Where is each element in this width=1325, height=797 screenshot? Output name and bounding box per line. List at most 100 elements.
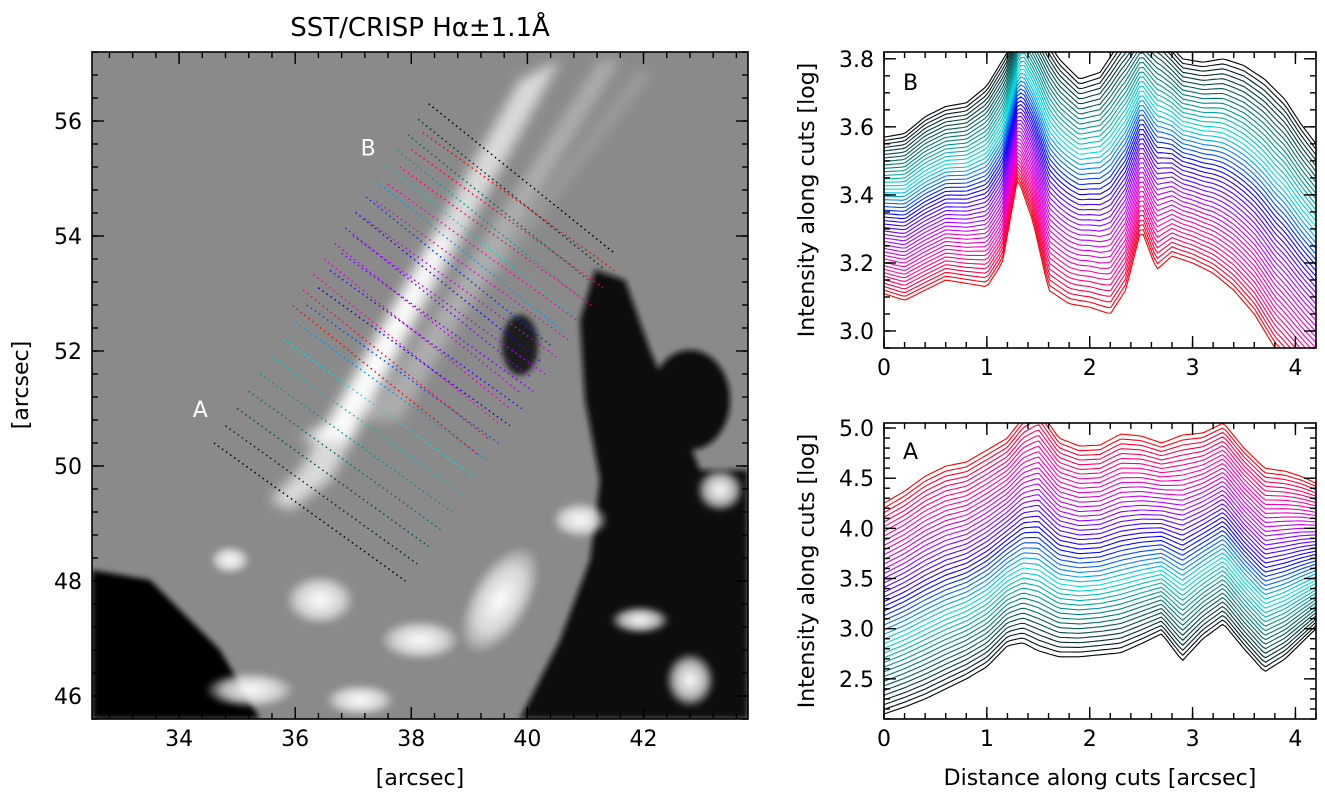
panel-A-axes: 0 1 2 3 4 2.5 3.0 3.5 4.0 4.5 5.0 [839, 417, 1317, 752]
x-tick-label: 36 [281, 727, 309, 752]
profile-line [884, 84, 1316, 250]
profile-line [884, 165, 1297, 348]
profile-line [884, 547, 1316, 635]
profile-line [884, 137, 1316, 327]
panel-B-y-label: Intensity along cuts [log] [795, 63, 820, 338]
panel-A-x-label: Distance along cuts [arcsec] [944, 766, 1257, 791]
profile-line [884, 80, 1316, 244]
y-tick-label: 54 [54, 225, 82, 250]
bright-blobs [205, 468, 744, 716]
y-tick-label: 56 [54, 110, 82, 135]
x-tick-label: 3 [1186, 727, 1200, 752]
profile-line [884, 52, 1316, 178]
profile-line [884, 52, 1316, 167]
profile-line [884, 552, 1316, 640]
profile-line [884, 52, 1316, 205]
image-x-label: [arcsec] [376, 766, 464, 791]
profile-line [884, 565, 1316, 654]
profile-line [884, 434, 1316, 528]
profile-line [884, 556, 1316, 645]
profile-line [884, 168, 1292, 348]
profile-line [884, 179, 1276, 348]
y-tick-label: 3.6 [839, 116, 874, 141]
y-tick-label: 5.0 [839, 417, 874, 442]
y-tick-label: 4.0 [839, 517, 874, 542]
profile-line [884, 103, 1316, 277]
profile-line [884, 483, 1316, 570]
panel-A: 0 1 2 3 4 2.5 3.0 3.5 4.0 4.5 5.0 A Intensity alon… [795, 417, 1317, 791]
profile-line [884, 88, 1316, 255]
x-tick-label: 42 [630, 727, 658, 752]
profile-line [884, 583, 1316, 673]
y-tick-label: 48 [54, 570, 82, 595]
x-tick-label: 38 [397, 727, 425, 752]
profile-line [884, 592, 1316, 682]
x-tick-label: 0 [877, 727, 891, 752]
profile-line [884, 115, 1316, 294]
panel-A-label: A [903, 440, 918, 465]
panel-A-y-label: Intensity along cuts [log] [795, 434, 820, 709]
profile-line [884, 52, 1316, 183]
panel-B-frame [883, 51, 1317, 349]
y-tick-label: 3.4 [839, 184, 874, 209]
profile-line [884, 467, 1316, 556]
profile-line [884, 147, 1316, 343]
y-tick-label: 3.0 [839, 320, 874, 345]
profile-line [884, 161, 1302, 348]
panel-B-label: B [903, 71, 918, 96]
y-tick-label: 50 [54, 455, 82, 480]
profile-line [884, 130, 1316, 316]
profile-line [884, 92, 1316, 261]
image-y-label: [arcsec] [9, 341, 34, 429]
profile-line [884, 574, 1316, 664]
panel-A-frame [883, 422, 1317, 720]
profile-line [884, 175, 1281, 348]
profile-line [884, 605, 1316, 696]
profile-line [884, 530, 1316, 617]
profile-line [884, 507, 1316, 593]
profile-line [884, 579, 1316, 668]
x-tick-label: 4 [1288, 356, 1302, 381]
x-tick-label: 0 [877, 356, 891, 381]
profile-line [884, 52, 1316, 172]
x-tick-label: 4 [1288, 727, 1302, 752]
profile-line [884, 158, 1307, 348]
profile-line [884, 521, 1316, 607]
y-tick-label: 3.8 [839, 48, 874, 73]
profile-line [884, 119, 1316, 299]
x-tick-label: 2 [1083, 727, 1097, 752]
profile-line [884, 107, 1316, 283]
profile-line [884, 72, 1316, 233]
profile-line [884, 588, 1316, 678]
profile-line [884, 423, 1316, 509]
profile-line [884, 76, 1316, 239]
profile-line [884, 534, 1316, 621]
profile-line [884, 52, 1316, 150]
profile-line [884, 538, 1316, 626]
profile-line [884, 570, 1316, 659]
profile-line [884, 601, 1316, 692]
profile-line [884, 445, 1316, 537]
x-tick-label: 1 [980, 356, 994, 381]
profile-line [884, 96, 1316, 266]
profile-line [884, 478, 1316, 565]
profile-line [884, 614, 1316, 706]
profile-line [884, 525, 1316, 612]
x-tick-label: 40 [513, 727, 541, 752]
profile-line [884, 488, 1316, 574]
profile-line [884, 60, 1316, 216]
profile-line [884, 429, 1316, 523]
y-tick-label: 2.5 [839, 668, 874, 693]
profile-line [884, 610, 1316, 701]
y-tick-label: 3.2 [839, 252, 874, 277]
panel-B-axes: 0 1 2 3 4 3.0 3.2 3.4 3.6 3.8 [839, 48, 1317, 381]
y-tick-label: 46 [54, 685, 82, 710]
profile-line [884, 561, 1316, 649]
profile-line [884, 100, 1316, 272]
profile-line [884, 440, 1316, 532]
profile-line [884, 472, 1316, 560]
profile-line [884, 123, 1316, 305]
profile-line [884, 503, 1316, 589]
profile-line [884, 623, 1316, 715]
